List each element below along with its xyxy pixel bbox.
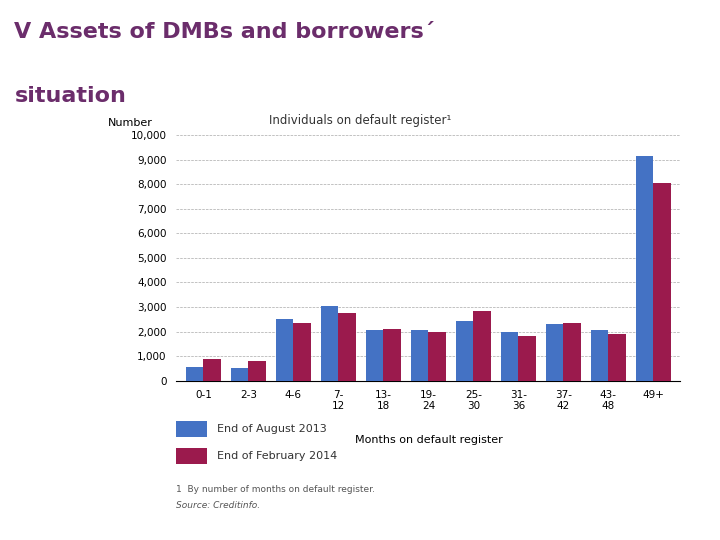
Bar bbox=[608, 334, 626, 381]
Bar bbox=[563, 323, 580, 381]
Text: situation: situation bbox=[14, 86, 126, 106]
Bar bbox=[294, 323, 310, 381]
Bar bbox=[428, 332, 446, 381]
Text: End of August 2013: End of August 2013 bbox=[217, 424, 327, 434]
Bar bbox=[456, 321, 474, 381]
Bar bbox=[636, 156, 654, 381]
Text: Months on default register: Months on default register bbox=[354, 435, 503, 445]
Bar bbox=[204, 359, 220, 381]
Text: End of February 2014: End of February 2014 bbox=[217, 451, 338, 461]
Text: 1  By number of months on default register.: 1 By number of months on default registe… bbox=[176, 485, 375, 494]
Text: Individuals on default register¹: Individuals on default register¹ bbox=[269, 114, 451, 127]
Text: Source: Creditinfo.: Source: Creditinfo. bbox=[176, 501, 261, 510]
Bar bbox=[321, 306, 338, 381]
Bar bbox=[366, 330, 383, 381]
Text: V Assets of DMBs and borrowers´: V Assets of DMBs and borrowers´ bbox=[14, 22, 436, 42]
Bar bbox=[518, 336, 536, 381]
Bar bbox=[231, 368, 248, 381]
Bar bbox=[474, 310, 490, 381]
Text: Number: Number bbox=[108, 118, 153, 127]
Bar bbox=[338, 313, 356, 381]
Bar bbox=[186, 367, 204, 381]
Bar bbox=[248, 361, 266, 381]
Bar bbox=[501, 332, 518, 381]
Bar bbox=[546, 324, 563, 381]
Bar bbox=[276, 319, 294, 381]
Bar bbox=[383, 329, 400, 381]
Bar bbox=[654, 183, 670, 381]
Bar bbox=[411, 330, 428, 381]
Bar bbox=[591, 330, 608, 381]
